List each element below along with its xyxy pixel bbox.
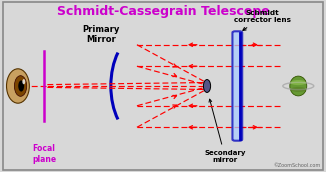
Text: Focal
plane: Focal plane bbox=[32, 144, 56, 164]
Ellipse shape bbox=[22, 79, 25, 84]
Ellipse shape bbox=[18, 80, 24, 92]
Text: Schmidt-Cassegrain Telescope: Schmidt-Cassegrain Telescope bbox=[57, 5, 269, 18]
Ellipse shape bbox=[14, 76, 27, 96]
Ellipse shape bbox=[290, 76, 307, 96]
Ellipse shape bbox=[203, 79, 211, 93]
Text: Schmidt
corrector lens: Schmidt corrector lens bbox=[234, 10, 291, 30]
Ellipse shape bbox=[290, 87, 306, 92]
Text: ©ZoomSchool.com: ©ZoomSchool.com bbox=[274, 163, 321, 168]
FancyBboxPatch shape bbox=[232, 31, 242, 141]
Ellipse shape bbox=[290, 80, 306, 85]
Text: Primary
Mirror: Primary Mirror bbox=[82, 25, 120, 44]
Text: Secondary
mirror: Secondary mirror bbox=[204, 99, 246, 163]
Ellipse shape bbox=[7, 69, 29, 103]
